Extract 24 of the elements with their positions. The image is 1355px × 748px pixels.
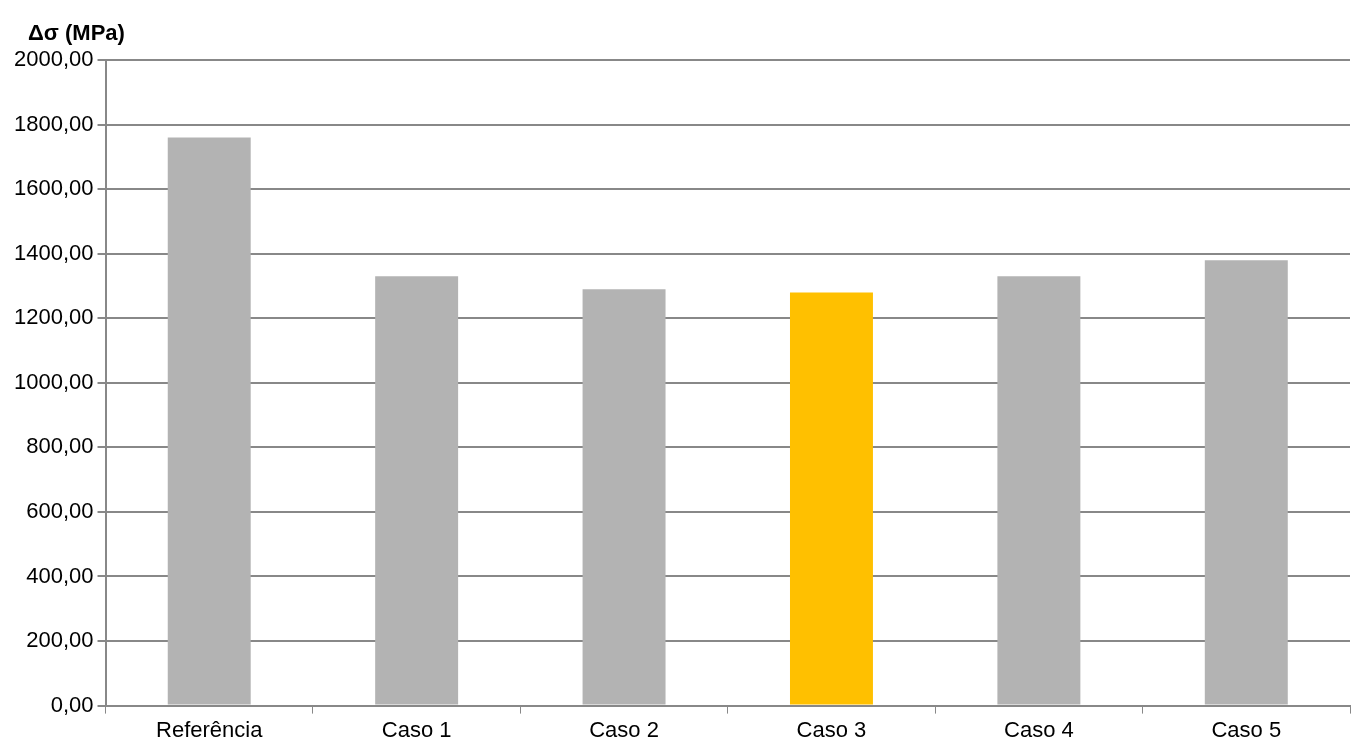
bar: [167, 137, 251, 705]
y-tick-label: 600,00: [26, 497, 94, 523]
y-tick-label: 400,00: [26, 562, 94, 588]
y-tick-label: 200,00: [26, 627, 94, 653]
y-tick-label: 1600,00: [13, 175, 94, 201]
y-tick-label: 1400,00: [13, 239, 94, 265]
y-tick-label: 800,00: [26, 433, 94, 459]
bar: [789, 292, 873, 705]
x-tick-label: Referência: [156, 716, 264, 742]
bar: [582, 289, 666, 705]
bar: [1204, 260, 1288, 705]
x-tick-label: Caso 4: [1004, 716, 1074, 742]
x-tick-label: Caso 1: [381, 716, 452, 742]
y-axis-title: Δσ (MPa): [28, 20, 125, 46]
y-tick-label: 1000,00: [13, 368, 94, 394]
bar: [997, 276, 1081, 705]
x-tick-label: Caso 2: [589, 716, 659, 742]
y-tick-label: 2000,00: [13, 46, 94, 72]
y-tick-label: 1200,00: [13, 304, 94, 330]
x-tick-label: Caso 3: [796, 716, 867, 742]
x-tick-label: Caso 5: [1211, 716, 1282, 742]
y-tick-label: 0,00: [50, 691, 94, 717]
y-tick-label: 1800,00: [13, 110, 94, 136]
bar: [375, 276, 459, 705]
